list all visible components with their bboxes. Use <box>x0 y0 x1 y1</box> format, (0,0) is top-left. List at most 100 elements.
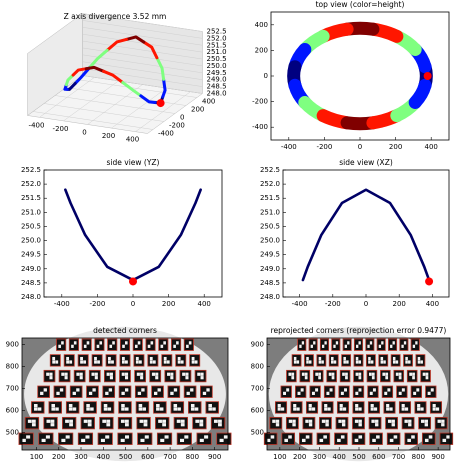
marker-cell <box>96 344 100 348</box>
marker-frame <box>200 385 213 398</box>
current-position <box>156 99 165 108</box>
z-tick-label: 251.5 <box>207 41 227 49</box>
marker-frame <box>352 385 365 398</box>
marker-cell <box>370 403 374 408</box>
marker-frame <box>263 432 278 445</box>
marker-cell <box>417 360 421 364</box>
marker-cell <box>312 407 316 411</box>
grid-line <box>82 13 203 32</box>
marker-cell <box>208 403 212 408</box>
marker-cell <box>335 341 339 345</box>
marker-cell <box>200 372 204 376</box>
y-tick-label: 200 <box>255 46 268 54</box>
marker-cell <box>371 372 375 376</box>
marker-cell <box>415 341 418 345</box>
marker-cell <box>121 403 125 408</box>
y-tick-label: 600 <box>6 406 19 414</box>
marker-frame <box>399 338 409 351</box>
grid-line <box>82 61 203 80</box>
marker-cell <box>33 407 38 411</box>
marker-cell <box>186 344 189 348</box>
marker-cell <box>372 388 376 392</box>
current-position <box>423 72 432 80</box>
marker-cell <box>333 344 336 348</box>
marker-cell <box>46 372 50 376</box>
marker-cell <box>143 423 148 427</box>
marker-cell <box>94 360 97 364</box>
marker-cell <box>291 372 295 376</box>
marker-frame <box>376 338 386 351</box>
marker-cell <box>384 391 388 395</box>
marker-cell <box>315 388 319 392</box>
grid-line <box>32 111 154 130</box>
x-tick-label: 700 <box>163 453 176 461</box>
marker-frame <box>285 416 299 430</box>
marker-cell <box>173 407 178 411</box>
marker-cell <box>424 438 429 443</box>
x-tick-label: 500 <box>352 453 365 461</box>
x-tick-label: -200 <box>89 300 105 308</box>
marker-cell <box>151 372 155 376</box>
marker-cell <box>59 388 64 392</box>
marker-cell <box>288 372 292 376</box>
marker-cell <box>176 341 179 345</box>
marker-frame <box>97 432 113 445</box>
marker-frame <box>86 385 99 398</box>
marker-cell <box>87 423 92 427</box>
marker-cell <box>318 360 322 364</box>
marker-cell <box>195 419 200 423</box>
marker-cell <box>157 388 161 392</box>
marker-cell <box>393 435 398 439</box>
marker-cell <box>355 372 359 376</box>
y-tick-label: 0 <box>180 114 184 122</box>
marker-cell <box>437 419 441 423</box>
marker-cell <box>404 407 409 411</box>
marker-frame <box>385 416 398 430</box>
marker-frame <box>351 432 366 445</box>
trajectory-segment <box>84 65 106 73</box>
marker-cell <box>355 356 359 361</box>
marker-cell <box>339 403 343 408</box>
marker-cell <box>37 407 42 411</box>
marker-frame <box>404 432 418 445</box>
marker-cell <box>358 388 362 392</box>
marker-cell <box>112 341 115 345</box>
y-tick-label: 252.0 <box>260 180 280 188</box>
marker-frame <box>342 338 352 351</box>
marker-cell <box>327 407 331 411</box>
marker-cell <box>76 388 80 392</box>
marker-cell <box>392 356 396 361</box>
y-tick-label: 252.5 <box>260 166 280 174</box>
marker-cell <box>358 372 362 376</box>
marker-cell <box>50 423 55 427</box>
marker-frame <box>415 354 426 367</box>
marker-frame <box>439 432 454 445</box>
marker-cell <box>424 423 428 427</box>
marker-cell <box>283 391 287 395</box>
marker-cell <box>61 372 65 376</box>
y-tick-label: 249.5 <box>21 251 41 259</box>
marker-cell <box>86 407 90 411</box>
marker-cell <box>135 360 139 364</box>
x-tick-label: 100 <box>30 453 43 461</box>
marker-cell <box>108 356 111 361</box>
marker-cell <box>52 356 56 361</box>
marker-cell <box>305 419 309 423</box>
marker-cell <box>413 391 417 395</box>
marker-cell <box>109 376 113 380</box>
marker-cell <box>293 403 297 408</box>
marker-cell <box>83 360 87 364</box>
x-tick-label: 200 <box>389 143 402 151</box>
marker-cell <box>173 344 176 348</box>
x-tick-label: 800 <box>412 453 425 461</box>
x-tick-label: -400 <box>54 300 70 308</box>
marker-cell <box>408 423 412 427</box>
x-tick-label: 200 <box>293 453 306 461</box>
marker-cell <box>301 341 305 345</box>
axes-frame <box>270 11 450 141</box>
marker-cell <box>412 372 415 376</box>
z-tick-label: 251.0 <box>207 48 227 56</box>
marker-cell <box>106 372 110 376</box>
marker-cell <box>141 388 145 392</box>
